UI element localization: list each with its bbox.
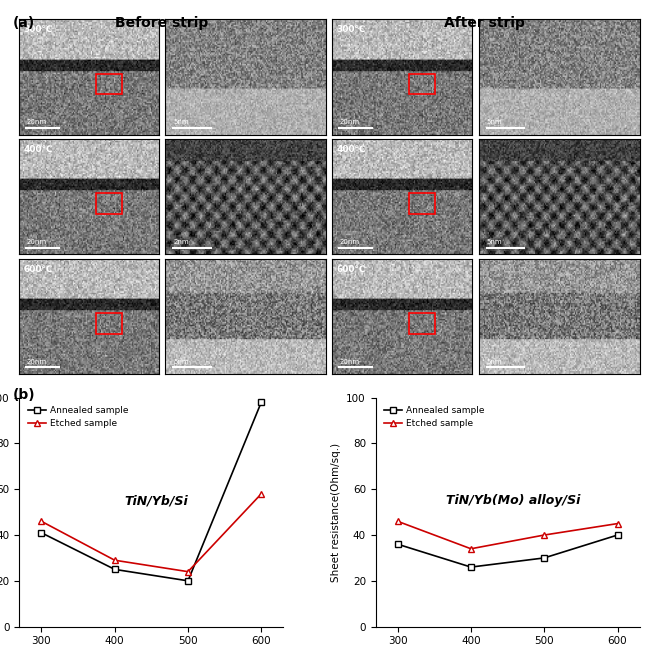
Line: Annealed sample: Annealed sample (395, 532, 620, 570)
Etched sample (394, 517, 402, 525)
Annealed sample (37, 529, 45, 537)
Bar (96, 313, 121, 334)
Etched sample (540, 531, 548, 539)
Text: 5nm: 5nm (174, 359, 189, 365)
Etched sample (111, 556, 119, 564)
Legend: Annealed sample, Etched sample: Annealed sample, Etched sample (380, 402, 488, 432)
Text: Before strip: Before strip (115, 16, 208, 30)
Text: (b): (b) (13, 388, 36, 402)
Legend: Annealed sample, Etched sample: Annealed sample, Etched sample (24, 402, 132, 432)
Text: After strip: After strip (444, 16, 525, 30)
Text: 5nm: 5nm (486, 120, 502, 125)
Annealed sample (467, 563, 475, 571)
Annealed sample (540, 554, 548, 562)
Line: Annealed sample: Annealed sample (39, 399, 264, 583)
Annealed sample (111, 565, 119, 573)
Annealed sample (394, 540, 402, 548)
Bar (410, 74, 435, 94)
Text: 20nm: 20nm (339, 239, 360, 245)
Text: 400℃: 400℃ (337, 145, 366, 154)
Bar (96, 193, 121, 214)
Text: TiN/Yb/Si: TiN/Yb/Si (125, 494, 189, 507)
Text: 5nm: 5nm (174, 120, 189, 125)
Text: 400℃: 400℃ (24, 145, 53, 154)
Annealed sample (614, 531, 621, 539)
Text: 600℃: 600℃ (337, 265, 366, 274)
Text: 2nm: 2nm (174, 239, 189, 245)
Etched sample (467, 545, 475, 552)
Text: 5nm: 5nm (486, 359, 502, 365)
Text: 300℃: 300℃ (24, 25, 53, 34)
Text: 20nm: 20nm (339, 120, 360, 125)
Line: Etched sample: Etched sample (395, 519, 620, 552)
Etched sample (614, 519, 621, 527)
Text: 20nm: 20nm (26, 120, 47, 125)
Etched sample (184, 568, 192, 576)
Text: 5nm: 5nm (486, 239, 502, 245)
Annealed sample (257, 399, 265, 406)
Etched sample (257, 490, 265, 497)
Text: 20nm: 20nm (26, 359, 47, 365)
Text: 20nm: 20nm (339, 359, 360, 365)
Text: (a): (a) (13, 16, 35, 30)
Y-axis label: Sheet resistance(Ohm/sq.): Sheet resistance(Ohm/sq.) (331, 443, 340, 581)
Bar (410, 193, 435, 214)
Bar (96, 74, 121, 94)
Etched sample (37, 517, 45, 525)
Line: Etched sample: Etched sample (39, 491, 264, 574)
Annealed sample (184, 577, 192, 585)
Text: 600℃: 600℃ (24, 265, 53, 274)
Text: 20nm: 20nm (26, 239, 47, 245)
Text: 300℃: 300℃ (337, 25, 366, 34)
Text: TiN/Yb(Mo) alloy/Si: TiN/Yb(Mo) alloy/Si (446, 494, 580, 507)
Bar (410, 313, 435, 334)
